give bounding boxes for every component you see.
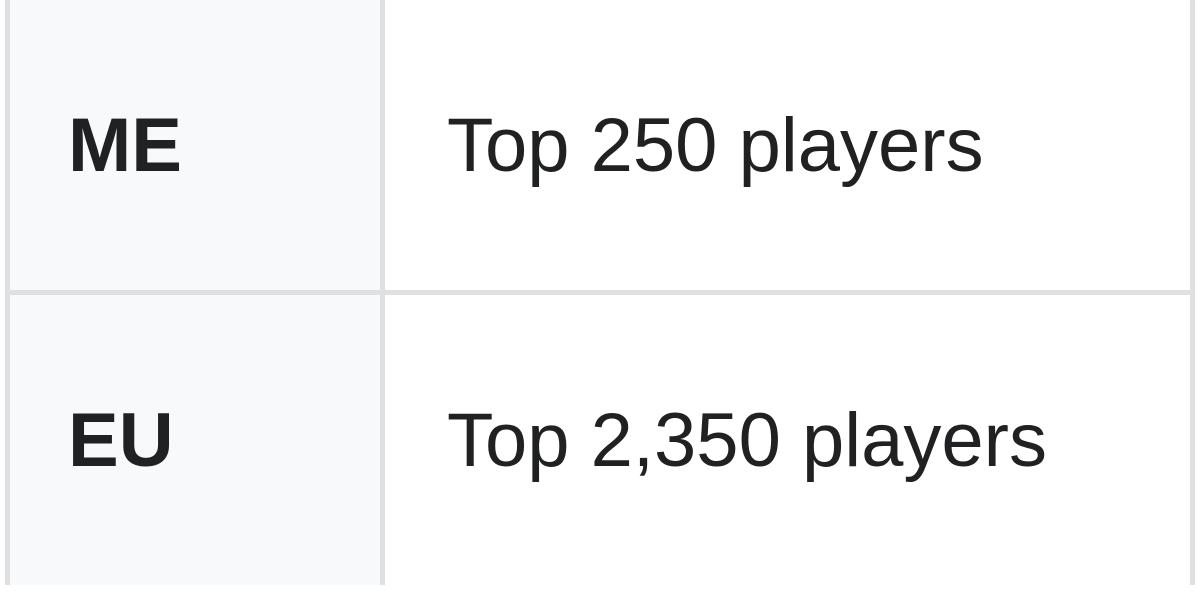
value-cell: Top 2,350 players <box>380 290 1195 585</box>
region-header-cell: ME <box>5 0 385 295</box>
region-header-cell: EU <box>5 290 385 585</box>
region-table: ME Top 250 players EU Top 2,350 players <box>5 0 1195 585</box>
value-cell: Top 250 players <box>380 0 1195 295</box>
table-row: ME Top 250 players <box>5 0 1195 295</box>
table-row: EU Top 2,350 players <box>5 290 1195 585</box>
